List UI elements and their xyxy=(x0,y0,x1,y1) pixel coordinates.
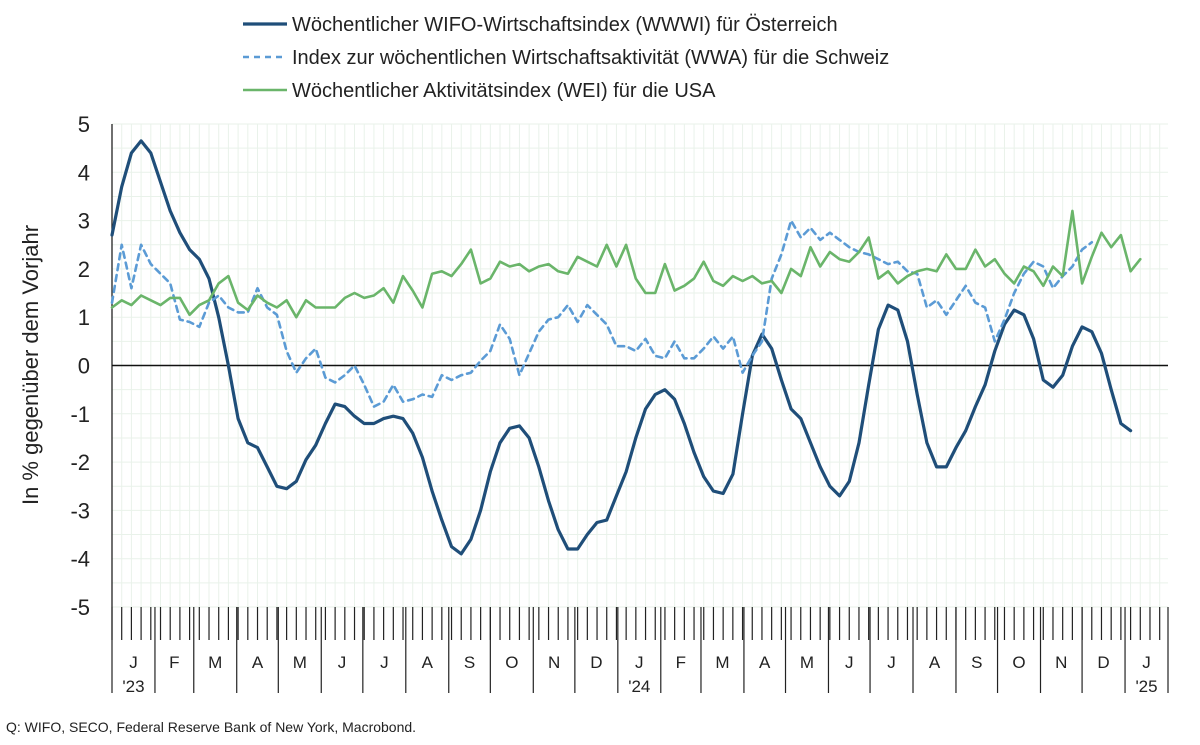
month-label: J xyxy=(635,653,644,672)
legend-label-2: Index zur wöchentlichen Wirtschaftsaktiv… xyxy=(292,47,889,69)
month-label: F xyxy=(169,653,179,672)
axes: 5 4 3 2 1 0 -1 -2 -3 -4 -5 xyxy=(70,112,1168,620)
year-label: '23 xyxy=(122,677,144,696)
y-tick-label: -2 xyxy=(70,450,90,475)
month-label: S xyxy=(971,653,982,672)
month-label: J xyxy=(129,653,138,672)
year-label: '25 xyxy=(1135,677,1157,696)
series-lines xyxy=(110,139,1142,556)
month-label: J xyxy=(338,653,347,672)
legend-label-1: Wöchentlicher WIFO-Wirtschaftsindex (WWW… xyxy=(292,14,838,36)
y-tick-label: 5 xyxy=(78,112,90,137)
y-tick-label: 3 xyxy=(78,209,90,234)
month-label: A xyxy=(929,653,941,672)
month-label: A xyxy=(252,653,264,672)
source-note: Q: WIFO, SECO, Federal Reserve Bank of N… xyxy=(6,719,417,735)
month-label: M xyxy=(208,653,222,672)
y-tick-label: -5 xyxy=(70,595,90,620)
month-label: S xyxy=(464,653,475,672)
y-axis-label: In % gegenüber dem Vorjahr xyxy=(18,225,43,505)
month-label: M xyxy=(715,653,729,672)
month-label: N xyxy=(548,653,560,672)
year-label: '24 xyxy=(628,677,650,696)
x-axis: J F M A M J J A S O N D J F M A M J J A S O N D J '23 '24 '25 xyxy=(111,607,1169,696)
month-label: N xyxy=(1055,653,1067,672)
month-label: M xyxy=(293,653,307,672)
month-label: F xyxy=(676,653,686,672)
month-label: J xyxy=(380,653,389,672)
y-tick-label: -3 xyxy=(70,498,90,523)
y-tick-label: 0 xyxy=(78,354,90,379)
month-label: M xyxy=(800,653,814,672)
y-tick-label: 4 xyxy=(78,160,90,185)
legend: Wöchentlicher WIFO-Wirtschaftsindex (WWW… xyxy=(243,14,889,102)
month-label: J xyxy=(887,653,896,672)
month-label: O xyxy=(1012,653,1025,672)
y-tick-label: 2 xyxy=(78,257,90,282)
month-label: D xyxy=(590,653,602,672)
series-line-3 xyxy=(110,209,1142,319)
legend-label-3: Wöchentlicher Aktivitätsindex (WEI) für … xyxy=(292,80,716,102)
month-label: O xyxy=(505,653,518,672)
series-line-1 xyxy=(110,139,1133,556)
month-label: A xyxy=(759,653,771,672)
y-tick-label: -1 xyxy=(70,402,90,427)
y-tick-label: -4 xyxy=(70,547,90,572)
month-label: J xyxy=(1142,653,1151,672)
month-label: D xyxy=(1097,653,1109,672)
y-tick-label: 1 xyxy=(78,305,90,330)
month-label: A xyxy=(422,653,434,672)
month-label: J xyxy=(845,653,854,672)
series-line-2 xyxy=(110,219,1094,408)
